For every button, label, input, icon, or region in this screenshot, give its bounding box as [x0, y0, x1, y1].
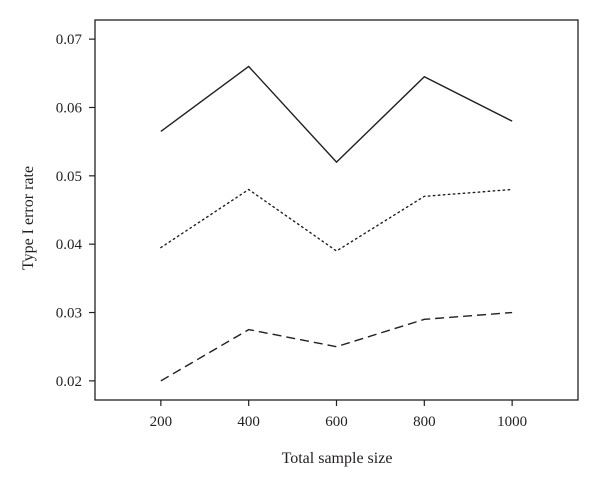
x-tick-label: 400	[237, 414, 260, 430]
x-tick-label: 1000	[497, 414, 527, 430]
series-group	[160, 65, 513, 382]
x-tick-label: 600	[325, 414, 348, 430]
plot-frame	[94, 19, 579, 401]
y-tick-label: 0.04	[56, 237, 83, 253]
y-tick-label: 0.02	[56, 374, 82, 390]
x-axis-title: Total sample size	[282, 450, 393, 467]
series-line-dashed	[160, 311, 513, 382]
series-line-solid	[160, 65, 513, 164]
y-tick-label: 0.07	[56, 32, 83, 48]
y-tick-label: 0.05	[56, 169, 82, 185]
y-tick-label: 0.03	[56, 306, 82, 322]
x-tick-label: 200	[150, 414, 173, 430]
axes: 200 400 600 800 1000 0.02 0.03 0.04 0.05 0.06 0.07	[56, 19, 579, 430]
x-tick-label: 800	[413, 414, 436, 430]
y-axis-title: Type I error rate	[20, 166, 37, 270]
y-tick-label: 0.06	[56, 100, 83, 116]
series-line-dotted	[160, 188, 513, 252]
